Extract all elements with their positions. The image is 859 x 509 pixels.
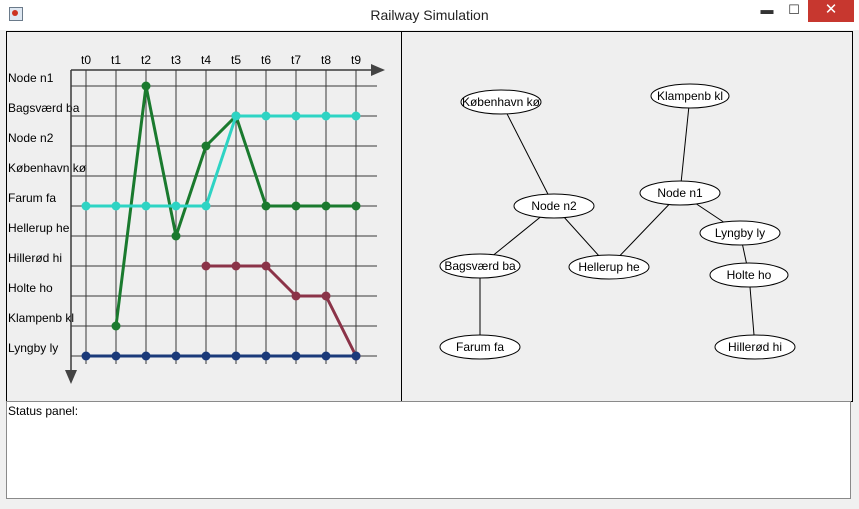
minimize-icon[interactable]: ▬: [760, 2, 774, 17]
train-line-3: [206, 264, 358, 357]
station-tick-label: Lyngby ly: [8, 341, 58, 355]
train-point-4: [351, 351, 361, 361]
train-point-4: [111, 351, 121, 361]
graph-node-label: Klampenb kl: [657, 89, 723, 103]
station-tick-label: Hellerup he: [8, 221, 70, 235]
status-panel[interactable]: Status panel:: [6, 401, 851, 499]
station-tick-label: København kø: [8, 161, 87, 175]
train-point-4: [231, 351, 241, 361]
time-tick-label: t7: [291, 53, 301, 67]
close-icon[interactable]: ✕: [808, 0, 854, 22]
station-tick-label: Node n1: [8, 71, 54, 85]
train-point-2: [171, 201, 181, 211]
station-tick-label: Farum fa: [8, 191, 56, 205]
train-point-2: [81, 201, 91, 211]
train-point-1: [141, 81, 151, 91]
train-point-4: [81, 351, 91, 361]
time-axis-arrow-icon: [371, 64, 385, 76]
train-point-2: [261, 111, 271, 121]
train-point-2: [351, 111, 361, 121]
graph-node-holte: [709, 262, 789, 288]
graph-node-kobenhavn: [460, 89, 542, 115]
train-point-4: [261, 351, 271, 361]
maximize-icon[interactable]: ☐: [788, 2, 800, 17]
time-tick-label: t3: [171, 53, 181, 67]
timetable-chart-panel: t0 t1 t2 t3 t4 t5 t6 t7 t8 t9 Node n1 Bagsværd ba No…: [6, 31, 402, 402]
train-point-3: [321, 291, 331, 301]
train-point-4: [321, 351, 331, 361]
network-graph: København kø Klampenb kl Node n2 Node n1 Lyn…: [439, 83, 796, 360]
train-point-3: [261, 261, 271, 271]
time-tick-label: t6: [261, 53, 271, 67]
train-point-2: [201, 201, 211, 211]
title-bar: Railway Simulation ▬ ☐ ✕: [0, 0, 859, 30]
station-tick-label: Node n2: [8, 131, 54, 145]
time-tick-label: t1: [111, 53, 121, 67]
graph-node-bagsvaerd: [439, 253, 521, 279]
graph-node-label: Bagsværd ba: [444, 259, 516, 273]
train-point-4: [291, 351, 301, 361]
graph-node-label: Hellerup he: [578, 260, 640, 274]
time-tick-label: t0: [81, 53, 91, 67]
train-point-1: [291, 201, 301, 211]
train-point-4: [171, 351, 181, 361]
app-icon: [9, 7, 23, 21]
graph-node-label: København kø: [462, 95, 541, 109]
train-point-2: [111, 201, 121, 211]
graph-node-hellerup: [568, 254, 650, 280]
time-tick-label: t4: [201, 53, 211, 67]
graph-node-lyngby: [699, 220, 781, 246]
train-point-4: [141, 351, 151, 361]
train-point-1: [201, 141, 211, 151]
graph-edge: [679, 95, 691, 194]
status-label: Status panel:: [8, 404, 79, 418]
train-point-1: [261, 201, 271, 211]
window-title: Railway Simulation: [370, 7, 489, 23]
time-tick-label: t5: [231, 53, 241, 67]
station-tick-label: Klampenb kl: [8, 311, 74, 325]
train-point-4: [201, 351, 211, 361]
train-point-2: [141, 201, 151, 211]
train-point-1: [171, 231, 181, 241]
train-point-1: [321, 201, 331, 211]
graph-node-label: Lyngby ly: [715, 226, 765, 240]
network-graph-panel: København kø Klampenb kl Node n2 Node n1 Lyn…: [401, 31, 853, 402]
train-point-3: [231, 261, 241, 271]
graph-node-n1: [639, 180, 721, 206]
station-tick-label: Hillerød hi: [8, 251, 62, 265]
graph-node-label: Node n2: [531, 199, 577, 213]
train-point-3: [201, 261, 211, 271]
graph-node-label: Node n1: [657, 186, 703, 200]
train-point-2: [291, 111, 301, 121]
time-tick-label: t8: [321, 53, 331, 67]
station-tick-label: Bagsværd ba: [8, 101, 80, 115]
train-line-2: [86, 114, 356, 208]
graph-node-label: Holte ho: [727, 268, 772, 282]
train-point-3: [291, 291, 301, 301]
graph-edge: [608, 192, 681, 268]
train-point-1: [111, 321, 121, 331]
graph-node-klampenb: [650, 83, 730, 109]
train-point-1: [351, 201, 361, 211]
time-tick-label: t9: [351, 53, 361, 67]
train-point-2: [231, 111, 241, 121]
station-axis-arrow-icon: [65, 370, 77, 384]
time-tick-label: t2: [141, 53, 151, 67]
graph-node-n2: [513, 193, 595, 219]
graph-node-farum: [439, 334, 521, 360]
station-tick-label: Holte ho: [8, 281, 53, 295]
graph-edge: [500, 101, 555, 207]
graph-node-hillerod: [714, 334, 796, 360]
graph-node-label: Hillerød hi: [728, 340, 782, 354]
train-point-2: [321, 111, 331, 121]
graph-node-label: Farum fa: [456, 340, 504, 354]
timetable-chart: t0 t1 t2 t3 t4 t5 t6 t7 t8 t9 Node n1 Bagsværd ba No…: [8, 53, 385, 384]
